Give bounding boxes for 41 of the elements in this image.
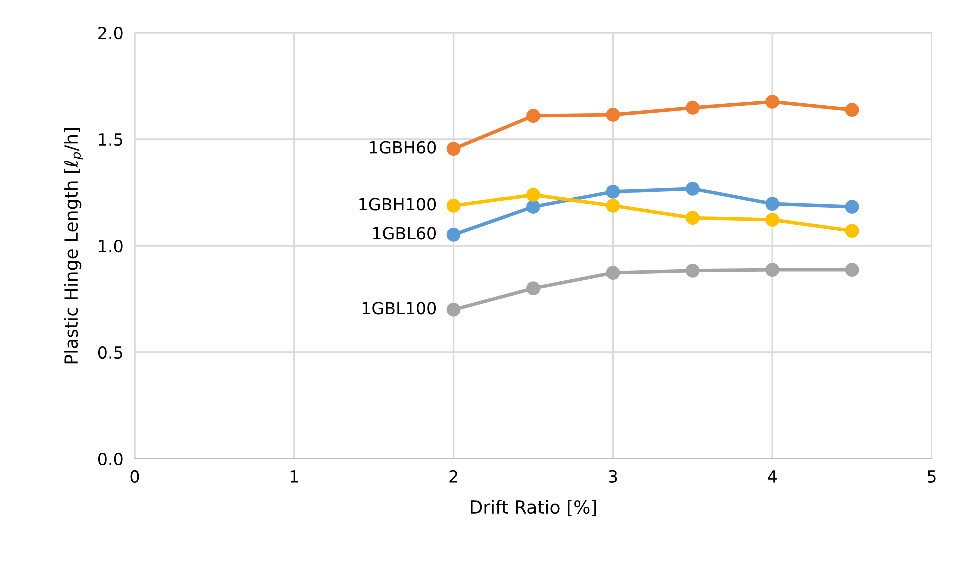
x-tick-label: 1	[290, 470, 298, 483]
point	[526, 188, 540, 202]
series-label: 1GBH60	[370, 141, 436, 154]
point	[845, 263, 860, 278]
x-tick-label: 0	[130, 470, 140, 484]
x-tick-label: 3	[609, 470, 618, 484]
point	[606, 184, 620, 199]
point	[845, 224, 860, 238]
point	[446, 142, 461, 156]
point	[686, 264, 700, 278]
point	[686, 101, 700, 115]
x-tick-label: 2	[450, 470, 458, 483]
point	[845, 103, 860, 118]
point	[845, 200, 860, 214]
point	[446, 228, 461, 242]
point	[526, 109, 540, 124]
point	[766, 95, 780, 109]
y-axis-title: Plastic Hinge Length [ℓ$_{p}$/h]	[64, 128, 84, 364]
y-tick-label: 1.5	[99, 134, 122, 146]
y-tick-label: 0.5	[98, 346, 122, 360]
point	[766, 197, 780, 211]
x-tick-label: 5	[928, 470, 936, 484]
point	[526, 282, 540, 296]
series-label: 1GBL100	[362, 302, 436, 315]
point	[446, 302, 461, 317]
point	[606, 108, 620, 122]
y-tick-label: 0.0	[98, 452, 123, 466]
point	[766, 213, 780, 227]
point	[526, 200, 540, 214]
series-label: 1GBH100	[360, 198, 436, 211]
point	[606, 266, 620, 280]
point	[766, 263, 780, 278]
point	[686, 211, 700, 226]
x-tick-label: 4	[768, 470, 777, 483]
x-axis-title: Drift Ratio [%]	[471, 500, 596, 516]
series-label: 1GBL60	[374, 227, 436, 240]
y-tick-label: 2.0	[98, 26, 123, 40]
y-tick-label: 1.0	[99, 240, 123, 253]
point	[446, 199, 461, 213]
point	[686, 182, 700, 196]
point	[606, 199, 620, 213]
